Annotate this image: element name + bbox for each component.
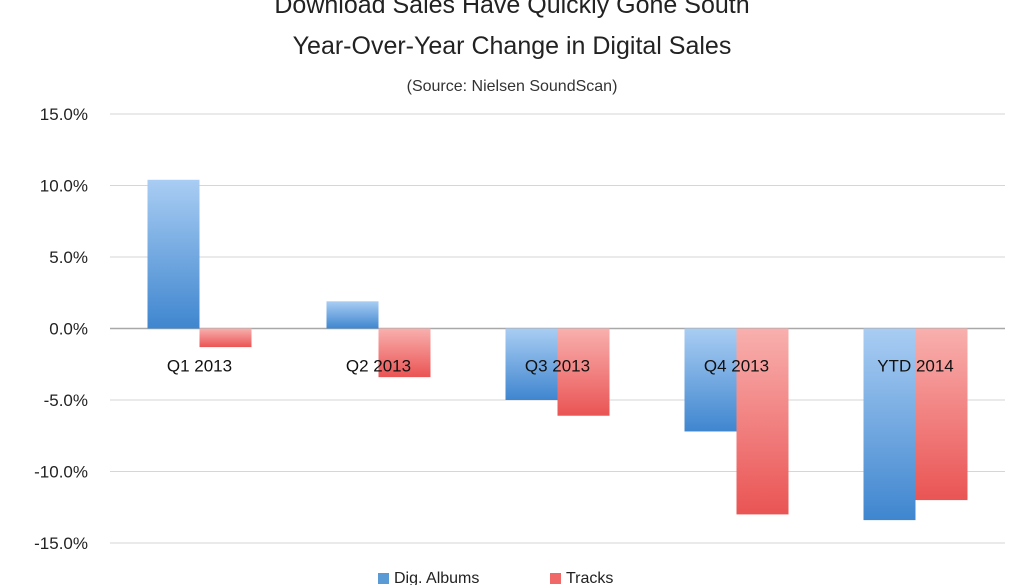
chart-title: Download Sales Have Quickly Gone South bbox=[274, 0, 750, 19]
category-label: Q2 2013 bbox=[346, 357, 411, 376]
legend-swatch bbox=[378, 573, 389, 584]
legend-label: Tracks bbox=[566, 570, 613, 585]
y-tick-label: -5.0% bbox=[44, 391, 88, 410]
legend-label: Dig. Albums bbox=[394, 570, 479, 585]
bar-dig-albums bbox=[326, 301, 379, 329]
category-label: Q1 2013 bbox=[167, 357, 232, 376]
y-tick-label: -10.0% bbox=[34, 463, 88, 482]
bar-dig-albums bbox=[505, 328, 558, 400]
bar-tracks bbox=[378, 328, 431, 378]
bar-tracks bbox=[736, 328, 789, 515]
bar-dig-albums bbox=[684, 328, 737, 432]
y-tick-label: 0.0% bbox=[49, 320, 88, 339]
chart-subtitle: Year-Over-Year Change in Digital Sales bbox=[292, 32, 732, 60]
y-tick-label: 15.0% bbox=[40, 105, 88, 124]
category-label: Q3 2013 bbox=[525, 357, 590, 376]
bar-tracks bbox=[557, 328, 610, 416]
bar-dig-albums bbox=[147, 179, 200, 329]
y-tick-label: -15.0% bbox=[34, 534, 88, 553]
bar-tracks bbox=[915, 328, 968, 501]
y-tick-label: 10.0% bbox=[40, 177, 88, 196]
bar-tracks bbox=[199, 328, 252, 348]
chart-source: (Source: Nielsen SoundScan) bbox=[406, 78, 618, 95]
category-label: YTD 2014 bbox=[877, 357, 954, 376]
category-label: Q4 2013 bbox=[704, 357, 769, 376]
legend-swatch bbox=[550, 573, 561, 584]
bar-dig-albums bbox=[863, 328, 916, 521]
y-tick-label: 5.0% bbox=[49, 248, 88, 267]
